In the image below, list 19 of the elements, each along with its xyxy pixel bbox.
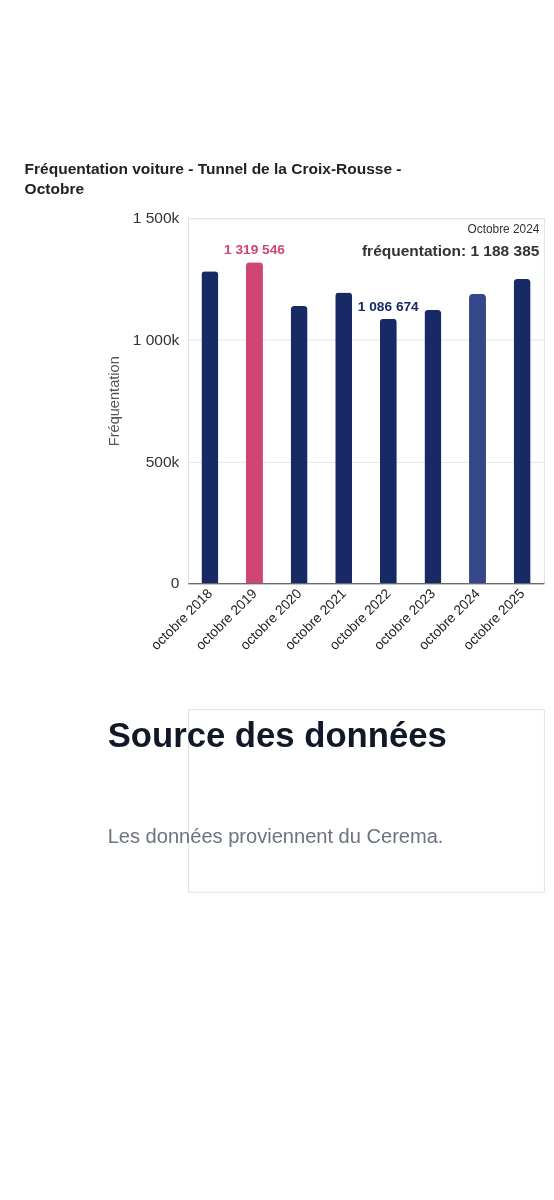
data-label: 1 319 546	[224, 241, 286, 257]
bar	[513, 279, 531, 584]
bar	[201, 271, 219, 584]
annotation: fréquentation: 1 188 385	[361, 241, 540, 259]
source-note: Source des données	[107, 715, 447, 754]
text: Les données proviennent du Cerema.	[107, 825, 444, 848]
chart-title: Fréquentation voiture - Tunnel de la Croix-Rousse - Octobre	[24, 159, 402, 197]
y-tick-label: 1 500k	[132, 209, 180, 227]
y-tick-label: 500k	[145, 452, 180, 470]
bar	[379, 318, 397, 584]
y-tick-label: 1 000k	[132, 330, 180, 348]
data-label: 1 086 674	[357, 298, 420, 314]
bar	[290, 306, 308, 584]
bar	[246, 262, 263, 584]
y-tick-label: 0	[170, 574, 180, 592]
y-axis-title: Fréquentation	[106, 356, 123, 447]
annotation: Octobre 2024	[467, 221, 540, 236]
bar	[335, 292, 353, 584]
bar	[424, 309, 442, 584]
